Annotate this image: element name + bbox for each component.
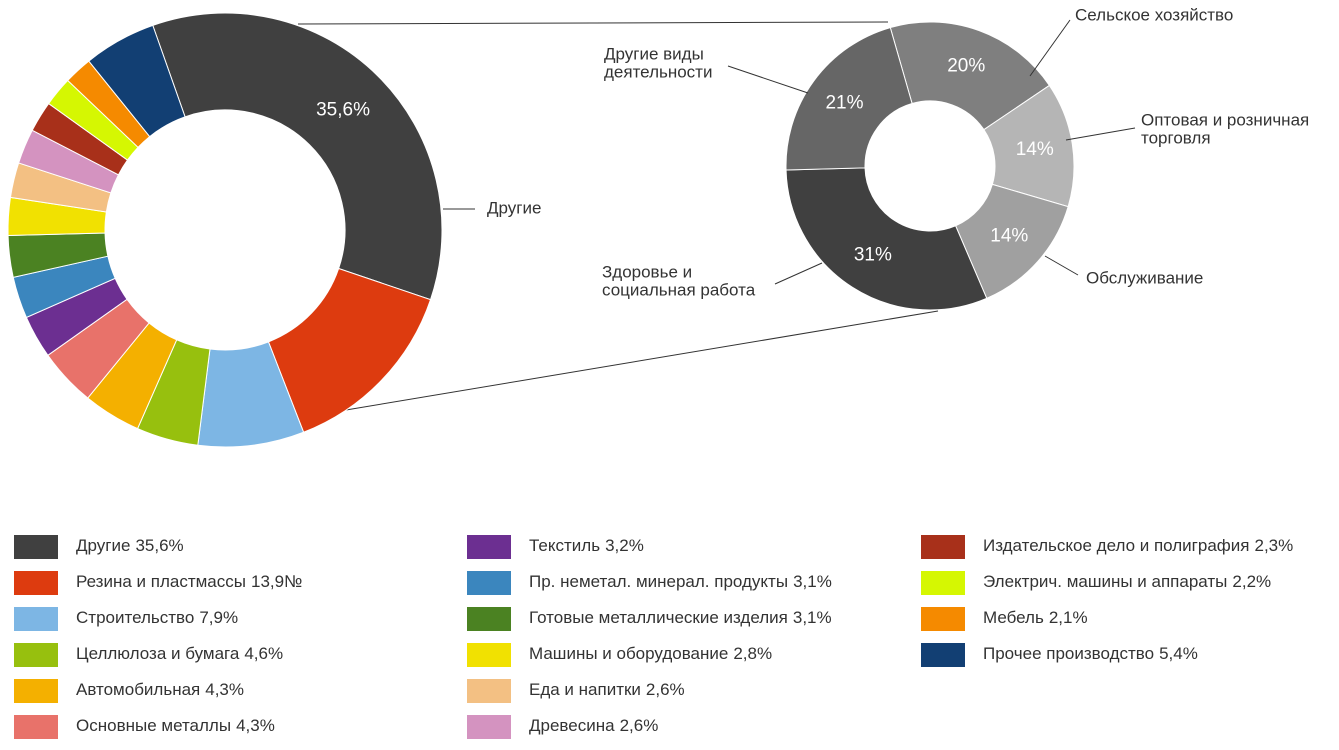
legend-label: Автомобильная 4,3% (76, 680, 244, 699)
legend-name: Другие (76, 536, 130, 555)
legend-name: Пр. неметал. минерал. продукты (529, 572, 788, 591)
legend-label: Прочее производство 5,4% (983, 644, 1198, 663)
legend-swatch (467, 607, 511, 631)
legend-label: Основные металлы 4,3% (76, 716, 275, 735)
legend-label: Машины и оборудование 2,8% (529, 644, 772, 663)
legend-swatch (467, 571, 511, 595)
legend-label: Электрич. машины и аппараты 2,2% (983, 572, 1271, 591)
leader-line (1044, 255, 1079, 276)
outer-label: социальная работа (602, 280, 756, 299)
legend-swatch (467, 715, 511, 739)
leader-line (1029, 19, 1071, 77)
slice (88, 24, 186, 138)
slice (785, 167, 988, 311)
legend-name: Готовые металлические изделия (529, 608, 788, 627)
legend-label: Строительство 7,9% (76, 608, 238, 627)
legend-value: 3,1% (793, 608, 832, 627)
legend-swatch (467, 643, 511, 667)
outer-label: деятельности (604, 62, 712, 81)
outer-label: торговля (1141, 128, 1211, 147)
legend-label: Древесина 2,6% (529, 716, 658, 735)
legend-value: 13,9№ (251, 572, 302, 591)
legend-swatch (14, 643, 58, 667)
slice (889, 21, 1051, 131)
legend-label: Другие 35,6% (76, 536, 184, 555)
legend-value: 2,8% (733, 644, 772, 663)
slice-label: 21% (825, 92, 863, 113)
slice-label: 31% (854, 244, 892, 265)
leader-line (774, 262, 823, 285)
leader-line (727, 65, 809, 94)
legend-label: Резина и пластмассы 13,9№ (76, 572, 302, 591)
legend-value: 3,1% (793, 572, 832, 591)
legend-value: 2,2% (1232, 572, 1271, 591)
legend-label: Пр. неметал. минерал. продукты 3,1% (529, 572, 832, 591)
slice-label: 14% (990, 225, 1028, 246)
legend-value: 2,1% (1049, 608, 1088, 627)
outer-label: Здоровье и (602, 262, 692, 281)
legend-swatch (921, 535, 965, 559)
legend-name: Древесина (529, 716, 615, 735)
legend-name: Текстиль (529, 536, 600, 555)
connector-line (339, 310, 939, 412)
legend-name: Строительство (76, 608, 194, 627)
legend-name: Мебель (983, 608, 1044, 627)
legend-value: 3,2% (605, 536, 644, 555)
slice (152, 12, 443, 301)
legend-swatch (14, 607, 58, 631)
legend-swatch (14, 679, 58, 703)
connector-line (297, 21, 889, 25)
outer-label: Обслуживание (1086, 268, 1203, 287)
legend-swatch (467, 535, 511, 559)
outer-label: Оптовая и розничная (1141, 110, 1309, 129)
legend-swatch (14, 535, 58, 559)
outer-label: Сельское хозяйство (1075, 5, 1233, 24)
legend-label: Готовые металлические изделия 3,1% (529, 608, 832, 627)
legend-value: 2,3% (1254, 536, 1293, 555)
legend-value: 7,9% (199, 608, 238, 627)
legend-label: Еда и напитки 2,6% (529, 680, 685, 699)
slice-label: 14% (1016, 139, 1054, 160)
legend-name: Еда и напитки (529, 680, 641, 699)
legend-name: Целлюлоза и бумага (76, 644, 240, 663)
legend-value: 4,3% (205, 680, 244, 699)
legend-name: Автомобильная (76, 680, 200, 699)
legend-value: 4,6% (244, 644, 283, 663)
legend-value: 2,6% (620, 716, 659, 735)
legend-swatch (14, 715, 58, 739)
legend-swatch (14, 571, 58, 595)
outer-label: Другие (487, 198, 541, 217)
legend-name: Машины и оборудование (529, 644, 728, 663)
legend-swatch (921, 607, 965, 631)
legend-swatch (921, 643, 965, 667)
slice (785, 26, 913, 171)
outer-label: Другие виды (604, 44, 704, 63)
legend-label: Мебель 2,1% (983, 608, 1088, 627)
legend-value: 4,3% (236, 716, 275, 735)
legend-name: Основные металлы (76, 716, 231, 735)
slice-label: 20% (947, 55, 985, 76)
slice-label: 35,6% (316, 99, 370, 120)
legend-label: Текстиль 3,2% (529, 536, 644, 555)
legend-label: Целлюлоза и бумага 4,6% (76, 644, 283, 663)
legend-value: 35,6% (135, 536, 183, 555)
legend-name: Резина и пластмассы (76, 572, 246, 591)
legend-name: Издательское дело и полиграфия (983, 536, 1249, 555)
leader-line (1065, 127, 1136, 141)
legend-name: Электрич. машины и аппараты (983, 572, 1227, 591)
legend-label: Издательское дело и полиграфия 2,3% (983, 536, 1293, 555)
legend-value: 2,6% (646, 680, 685, 699)
legend-value: 5,4% (1159, 644, 1198, 663)
legend-swatch (467, 679, 511, 703)
legend-name: Прочее производство (983, 644, 1154, 663)
legend-swatch (921, 571, 965, 595)
